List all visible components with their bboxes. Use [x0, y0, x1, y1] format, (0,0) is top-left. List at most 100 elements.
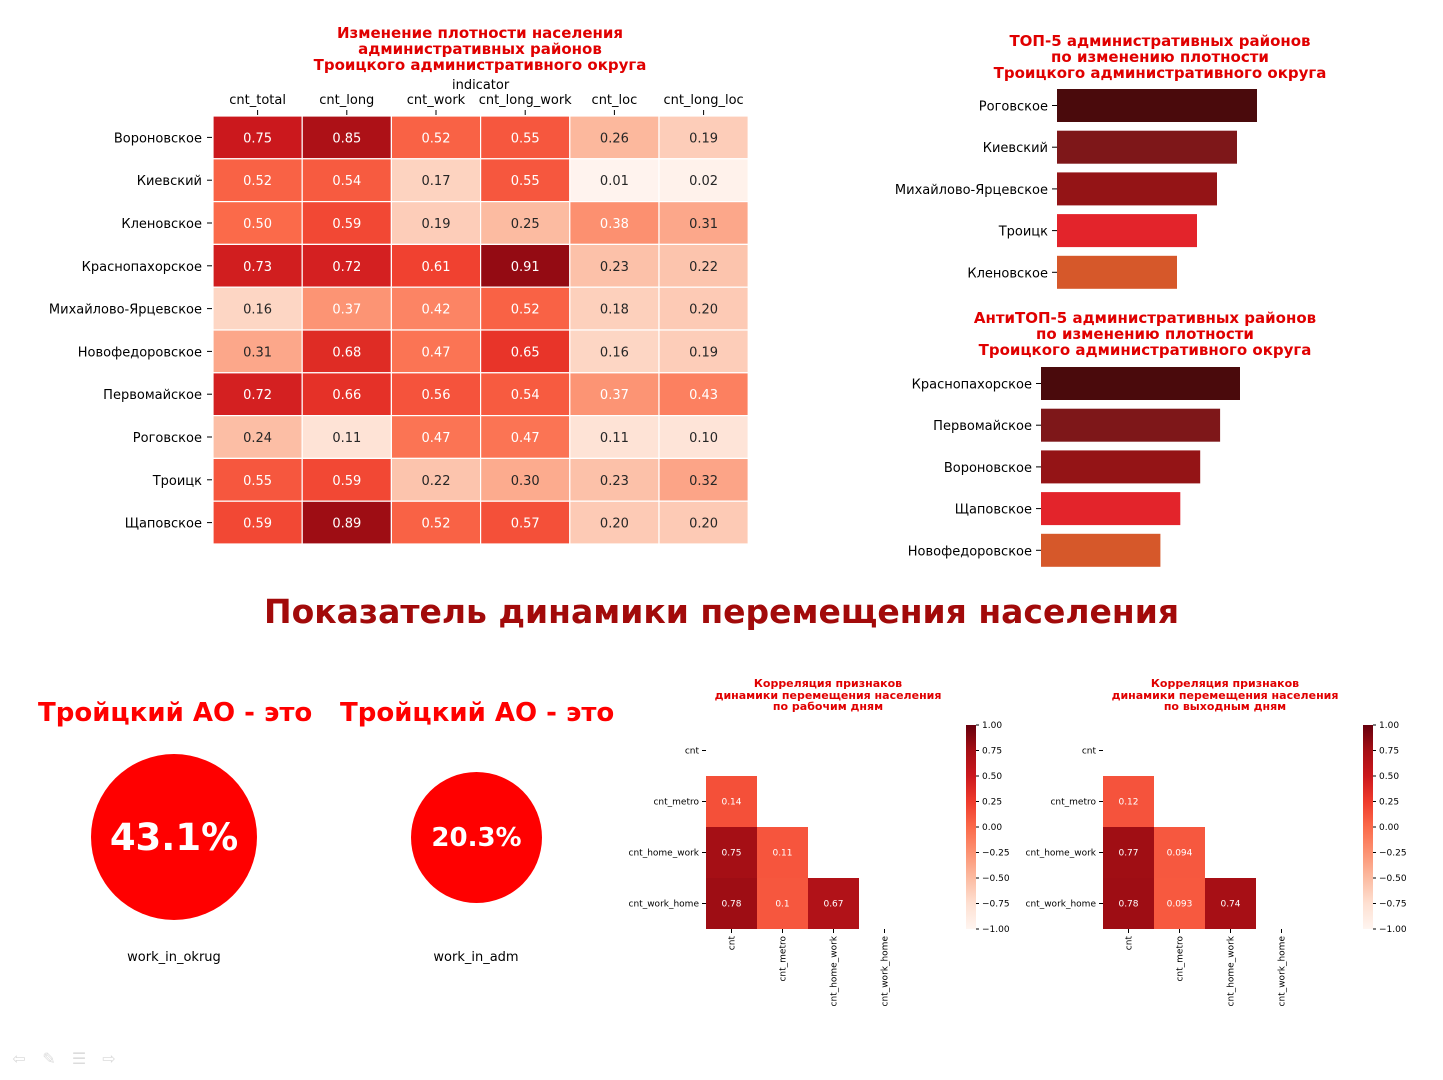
bar — [1041, 450, 1201, 484]
heatmap-cell-label: 0.31 — [243, 345, 272, 360]
heatmap-cell-label: 0.23 — [600, 474, 629, 489]
colorbar-tick-label: −1.00 — [982, 925, 1010, 935]
heatmap-cell — [301, 415, 393, 460]
heatmap-cell — [212, 457, 303, 502]
top5-title: ТОП-5 административных районов по измене… — [993, 32, 1327, 82]
heatmap-cell-label: 0.55 — [243, 474, 272, 489]
heatmap-cell-label: 0.54 — [511, 388, 540, 403]
bar — [1041, 367, 1240, 400]
heatmap-cell-label: 0.19 — [689, 131, 718, 146]
bar-label: Новофедоровское — [908, 544, 1032, 559]
heatmap-cell-label: 0.50 — [243, 217, 272, 232]
colorbar-tick-label: 0.00 — [982, 823, 1002, 833]
corr-cell-label: 0.093 — [1167, 900, 1193, 910]
corr-cell-label: 0.78 — [1118, 900, 1138, 910]
column-label: cnt_loc — [592, 93, 638, 108]
heatmap-cell-label: 0.01 — [600, 174, 629, 189]
colorbar-tick-label: 0.75 — [1379, 747, 1399, 757]
bar-label: Щаповское — [955, 503, 1032, 518]
heatmap-cell-label: 0.22 — [422, 474, 451, 489]
row-label: Вороновское — [114, 131, 202, 146]
heatmap-cell-label: 0.52 — [422, 517, 451, 532]
heatmap-cell-label: 0.43 — [689, 388, 718, 403]
corr-weekend-heatmap: cntcntcnt_metrocnt_metrocnt_home_workcnt… — [1026, 721, 1407, 1006]
main-heading: Показатель динамики перемещения населени… — [263, 592, 1180, 631]
heatmap-cell-label: 0.24 — [243, 431, 272, 446]
heatmap-cell-label: 0.55 — [511, 174, 540, 189]
corr-cell — [706, 827, 757, 878]
row-label: Троицк — [152, 474, 202, 489]
heatmap-cell-label: 0.17 — [422, 174, 451, 189]
corr-cell-label: 0.11 — [772, 849, 792, 859]
heatmap-cell — [390, 158, 482, 203]
heatmap-cell — [212, 500, 303, 545]
heatmap-cell — [390, 201, 482, 246]
heatmap-cell — [212, 158, 303, 203]
kpi-circle-adm: 20.3% — [411, 772, 542, 903]
heatmap-cell-label: 0.23 — [600, 260, 629, 275]
heatmap-cell-label: 0.52 — [511, 303, 540, 318]
heatmap-cell — [480, 457, 571, 502]
corr-cell-label: 0.094 — [1167, 849, 1193, 859]
corr-cell-label: 0.1 — [775, 900, 789, 910]
heatmap-cell — [569, 457, 660, 502]
bar — [1041, 408, 1221, 442]
corr-cell-label: 0.78 — [721, 900, 741, 910]
column-label: cnt_work — [407, 93, 466, 108]
colorbar-tick-label: 0.25 — [1379, 798, 1399, 808]
heatmap-cell-label: 0.38 — [600, 217, 629, 232]
bar-label: Краснопахорское — [912, 378, 1032, 393]
corr-cell — [706, 776, 757, 827]
corr-row-label: cnt_work_home — [629, 900, 700, 910]
heatmap-cell-label: 0.59 — [332, 217, 361, 232]
next-slide-icon[interactable]: ⇨ — [102, 1049, 116, 1068]
heatmap-cell-label: 0.25 — [511, 217, 540, 232]
previous-slide-icon[interactable]: ⇦ — [12, 1049, 26, 1068]
row-label: Роговское — [133, 431, 202, 446]
row-label: Щаповское — [125, 517, 202, 532]
bar — [1057, 255, 1177, 289]
column-label: cnt_long_work — [479, 93, 572, 108]
corr-col-label: cnt — [728, 936, 738, 951]
corr-cell — [1154, 827, 1205, 878]
corr-cell — [1103, 878, 1154, 929]
heatmap-cell-label: 0.19 — [422, 217, 451, 232]
bar-label: Михайлово-Ярцевское — [895, 183, 1048, 198]
heatmap-cell — [658, 500, 749, 545]
menu-icon[interactable]: ☰ — [71, 1049, 87, 1068]
colorbar-tick-label: 0.00 — [1379, 823, 1399, 833]
corr-row-label: cnt_metro — [1050, 798, 1096, 808]
colorbar-tick-label: −1.00 — [1379, 925, 1407, 935]
corr-cell-label: 0.74 — [1220, 900, 1240, 910]
heatmap-cell — [212, 115, 303, 160]
corr-weekday-heatmap: cntcntcnt_metrocnt_metrocnt_home_workcnt… — [629, 721, 1010, 1007]
corr-cell-label: 0.77 — [1118, 849, 1138, 859]
heatmap-cell-label: 0.73 — [243, 260, 272, 275]
corr-col-label: cnt_work_home — [881, 936, 891, 1007]
colorbar-tick-label: 0.50 — [1379, 772, 1399, 782]
colorbar-tick-label: −0.75 — [982, 900, 1010, 910]
heatmap-cell-label: 0.55 — [511, 131, 540, 146]
corr-weekend-title: Корреляция признаков динамики перемещени… — [1111, 677, 1339, 714]
row-label: Краснопахорское — [82, 260, 202, 275]
heatmap-cell-label: 0.89 — [332, 517, 361, 532]
bar — [1057, 214, 1197, 248]
heatmap-cell — [480, 201, 571, 246]
bar-label: Киевский — [983, 141, 1048, 156]
heatmap-cell — [301, 500, 393, 545]
heatmap-cell-label: 0.02 — [689, 174, 718, 189]
corr-cell — [1103, 827, 1154, 878]
heatmap-cell-label: 0.47 — [422, 345, 451, 360]
bar-label: Троицк — [998, 225, 1048, 240]
corr-cell-label: 0.14 — [721, 798, 741, 808]
heatmap-cell-label: 0.75 — [243, 131, 272, 146]
corr-col-label: cnt_metro — [779, 936, 789, 982]
heatmap-cell-label: 0.91 — [511, 260, 540, 275]
corr-cell-label: 0.67 — [823, 900, 843, 910]
bar — [1057, 89, 1257, 122]
heatmap-cell — [569, 243, 660, 288]
heatmap-cell-label: 0.72 — [332, 260, 361, 275]
heatmap-cell-label: 0.22 — [689, 260, 718, 275]
pen-icon[interactable]: ✎ — [42, 1049, 56, 1068]
bar — [1041, 533, 1161, 567]
